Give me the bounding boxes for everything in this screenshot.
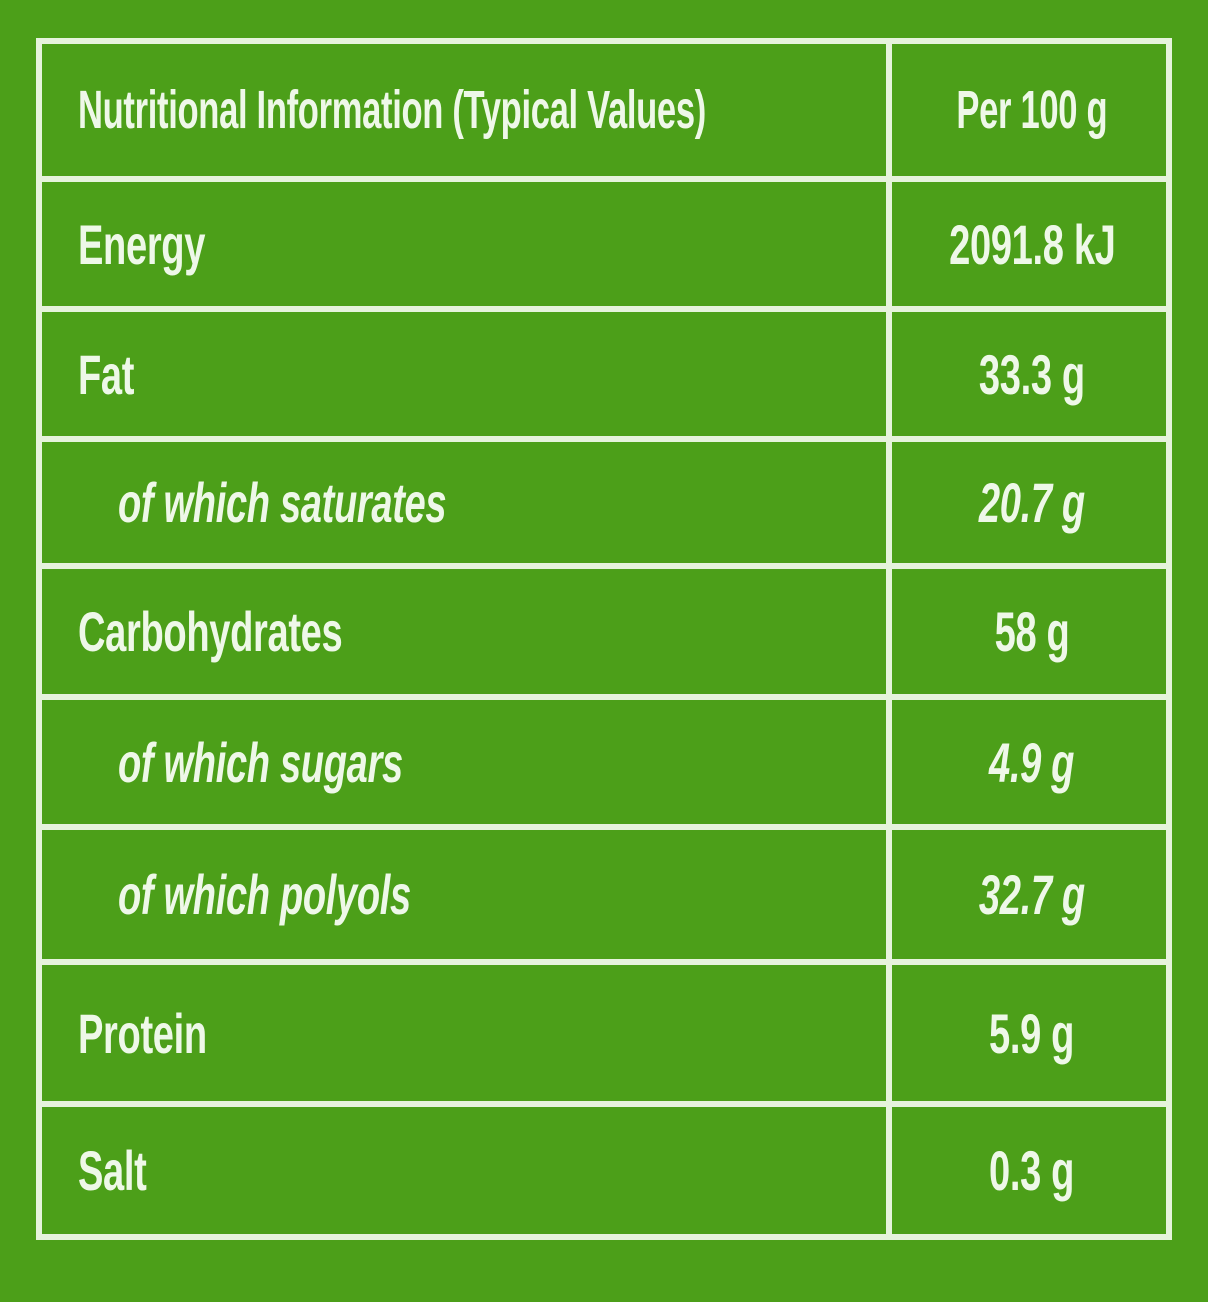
value-cell: 5.9 g [898, 965, 1166, 1101]
label-text: Fat [78, 342, 135, 406]
nutrient-row: Salt 0.3 g [42, 1101, 1166, 1234]
value-cell: 33.3 g [898, 312, 1166, 436]
label-cell: of which sugars [42, 700, 892, 824]
label-text: of which polyols [118, 863, 411, 926]
value-cell: 0.3 g [898, 1107, 1166, 1234]
sub-nutrient-row: of which sugars 4.9 g [42, 694, 1166, 824]
nutrient-row: Fat 33.3 g [42, 306, 1166, 436]
label-text: Energy [78, 212, 206, 276]
value-cell: 2091.8 kJ [898, 182, 1166, 306]
value-cell: Per 100 g [898, 44, 1166, 176]
label-cell: Energy [42, 182, 892, 306]
value-cell: 4.9 g [898, 700, 1166, 824]
value-text: 5.9 g [989, 1001, 1075, 1065]
header-row: Nutritional Information (Typical Values)… [42, 44, 1166, 176]
value-cell: 20.7 g [898, 442, 1166, 563]
label-cell: Carbohydrates [42, 569, 892, 694]
value-cell: 58 g [898, 569, 1166, 694]
value-text: 0.3 g [989, 1139, 1075, 1202]
sub-nutrient-row: of which polyols 32.7 g [42, 824, 1166, 959]
value-cell: 32.7 g [898, 830, 1166, 959]
label-text: Carbohydrates [78, 600, 343, 663]
value-text: Per 100 g [956, 80, 1108, 140]
value-text: 33.3 g [979, 342, 1085, 406]
label-text: Protein [78, 1001, 207, 1065]
value-text: 58 g [994, 600, 1070, 663]
value-text: 4.9 g [989, 730, 1075, 794]
value-text: 20.7 g [979, 471, 1085, 534]
label-cell: Protein [42, 965, 892, 1101]
nutrition-table: Nutritional Information (Typical Values)… [36, 38, 1172, 1240]
nutrient-row: Energy 2091.8 kJ [42, 176, 1166, 306]
label-text: of which saturates [118, 471, 447, 534]
label-text: of which sugars [118, 730, 403, 794]
label-cell: of which saturates [42, 442, 892, 563]
label-text: Nutritional Information (Typical Values) [78, 80, 706, 140]
value-text: 32.7 g [979, 863, 1085, 926]
nutrient-row: Carbohydrates 58 g [42, 563, 1166, 694]
label-cell: Nutritional Information (Typical Values) [42, 44, 892, 176]
nutrient-row: Protein 5.9 g [42, 959, 1166, 1101]
sub-nutrient-row: of which saturates 20.7 g [42, 436, 1166, 563]
label-cell: of which polyols [42, 830, 892, 959]
label-cell: Fat [42, 312, 892, 436]
label-text: Salt [78, 1139, 147, 1202]
value-text: 2091.8 kJ [948, 212, 1116, 276]
label-cell: Salt [42, 1107, 892, 1234]
